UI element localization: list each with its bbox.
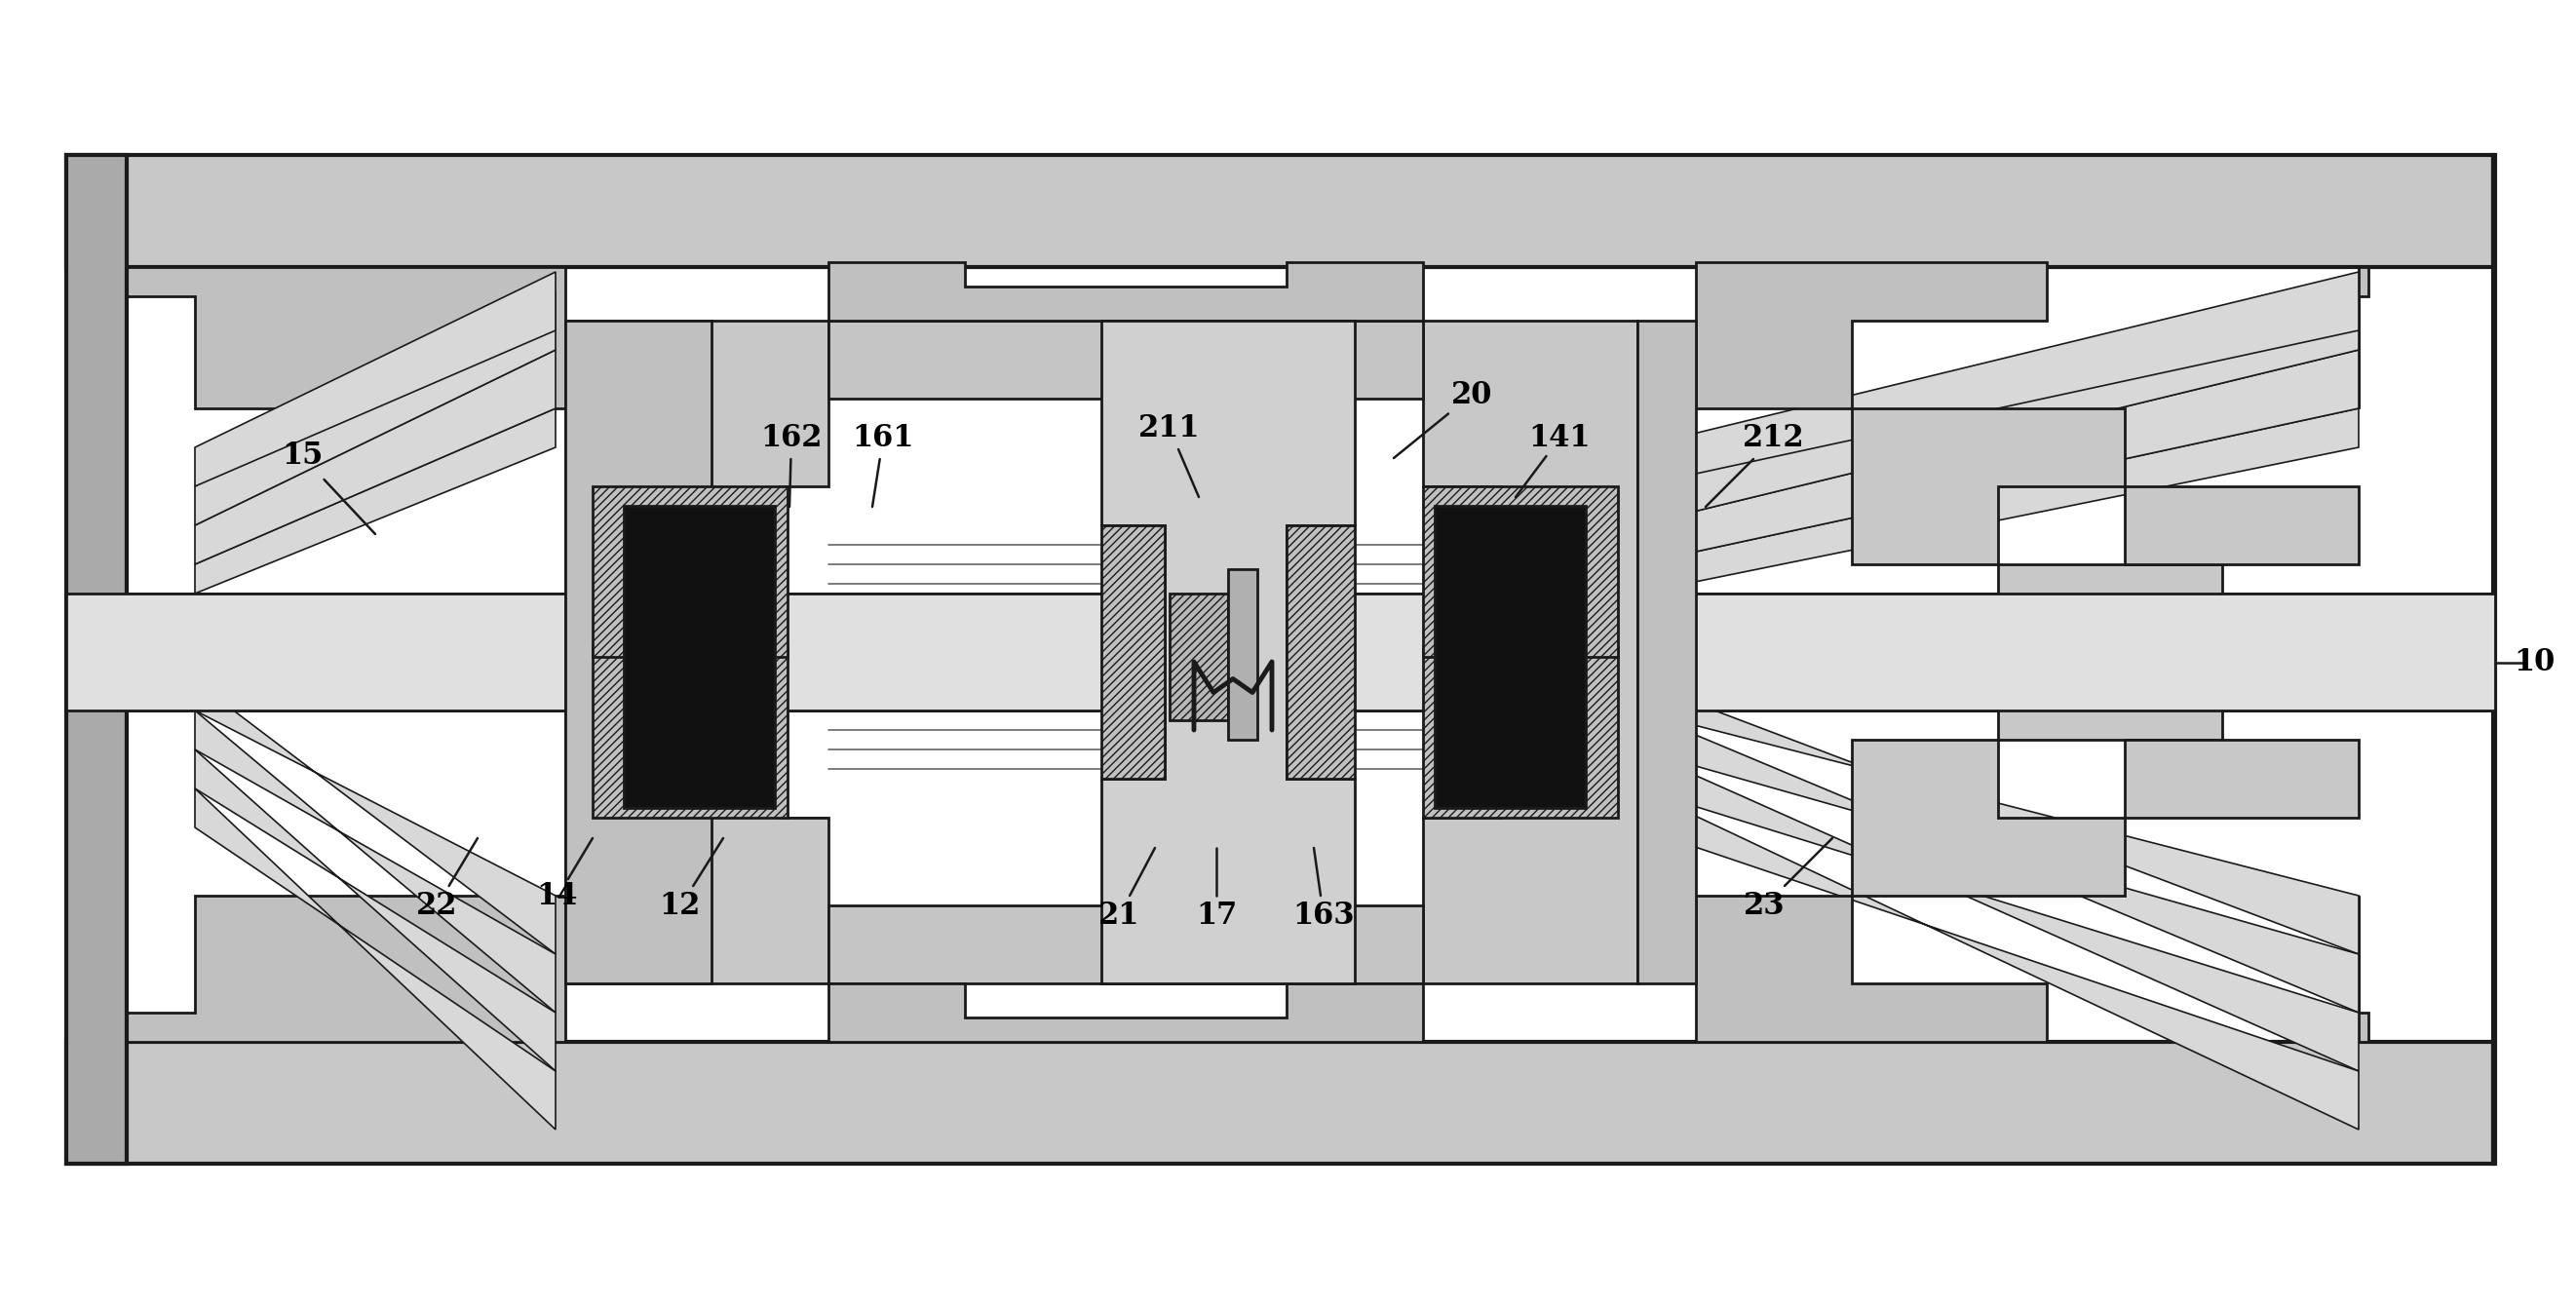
Polygon shape [2125, 487, 2360, 564]
Polygon shape [126, 895, 564, 1041]
Polygon shape [1638, 749, 2360, 1071]
Bar [592, 487, 788, 656]
Polygon shape [564, 321, 829, 984]
Bar [592, 647, 788, 818]
Polygon shape [1638, 408, 2360, 594]
Text: 20: 20 [1450, 380, 1492, 410]
Polygon shape [67, 1041, 2494, 1164]
Bar [623, 506, 775, 808]
Polygon shape [196, 681, 556, 954]
Polygon shape [196, 271, 556, 487]
Polygon shape [1422, 321, 1638, 984]
Bar [1422, 487, 1618, 656]
Polygon shape [829, 262, 1422, 321]
Bar [1435, 506, 1587, 808]
Polygon shape [829, 906, 1422, 984]
Polygon shape [1852, 408, 2125, 564]
Text: 211: 211 [1139, 414, 1200, 444]
Text: 163: 163 [1293, 900, 1355, 932]
Polygon shape [1638, 895, 2367, 1041]
Text: 15: 15 [281, 441, 322, 471]
Polygon shape [1852, 740, 2125, 895]
Text: 22: 22 [415, 891, 459, 921]
Polygon shape [1638, 681, 2360, 954]
Text: 141: 141 [1528, 423, 1589, 454]
Text: 17: 17 [1195, 900, 1236, 932]
Polygon shape [67, 155, 126, 1164]
Text: 23: 23 [1744, 891, 1785, 921]
Polygon shape [2125, 740, 2360, 818]
Polygon shape [196, 408, 556, 594]
Polygon shape [1695, 895, 2048, 1041]
Polygon shape [67, 155, 2494, 268]
Polygon shape [67, 594, 2496, 710]
Bar [1170, 594, 1229, 720]
Polygon shape [829, 984, 1422, 1041]
Bar [1229, 569, 1257, 740]
Text: 12: 12 [659, 891, 701, 921]
Polygon shape [564, 321, 711, 984]
Polygon shape [829, 321, 1422, 398]
Text: 10: 10 [2514, 647, 2555, 677]
Polygon shape [1695, 262, 2048, 408]
Polygon shape [1638, 291, 2360, 526]
Text: 162: 162 [760, 423, 822, 454]
Polygon shape [1999, 564, 2223, 740]
Polygon shape [1638, 710, 2360, 1013]
Bar [1103, 526, 1164, 779]
Polygon shape [1638, 268, 2367, 408]
Bar [1422, 647, 1618, 818]
Polygon shape [196, 788, 556, 1130]
Bar [1285, 526, 1355, 779]
Text: 212: 212 [1744, 423, 1806, 454]
Polygon shape [196, 291, 556, 526]
Polygon shape [1638, 350, 2360, 564]
Text: 14: 14 [536, 882, 577, 912]
Polygon shape [1638, 788, 2360, 1130]
Text: 161: 161 [853, 423, 914, 454]
Polygon shape [1638, 321, 1695, 984]
Polygon shape [1638, 271, 2360, 487]
Polygon shape [126, 268, 564, 408]
Text: 21: 21 [1097, 900, 1139, 932]
Polygon shape [196, 749, 556, 1071]
Polygon shape [196, 710, 556, 1013]
Polygon shape [1103, 321, 1355, 984]
Polygon shape [196, 350, 556, 564]
